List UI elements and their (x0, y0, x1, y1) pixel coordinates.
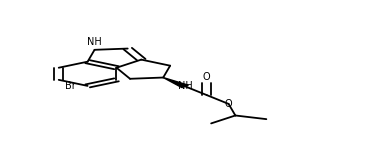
Text: O: O (203, 72, 211, 82)
Text: NH: NH (87, 37, 102, 47)
Polygon shape (163, 78, 188, 87)
Text: O: O (225, 99, 232, 109)
Text: Br: Br (65, 81, 76, 91)
Text: NH: NH (178, 81, 192, 91)
